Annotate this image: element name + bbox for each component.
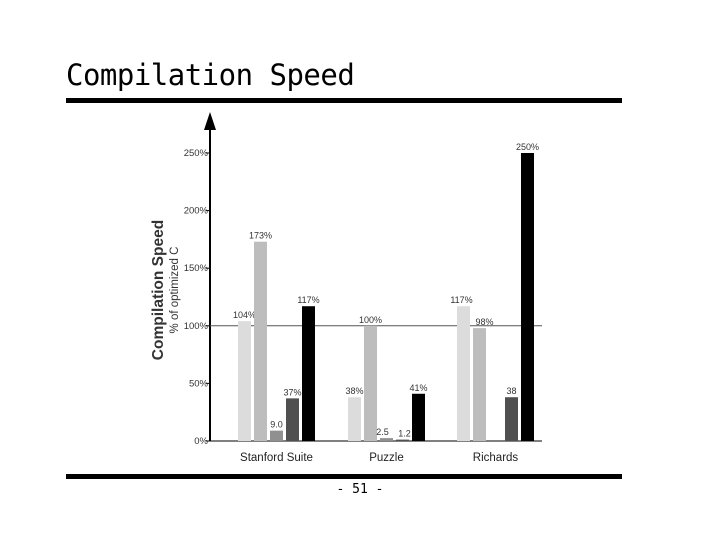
bar [238, 321, 251, 441]
y-tick-label: 150% [184, 263, 209, 274]
bar [396, 439, 409, 441]
bar-value-label: 117% [297, 295, 319, 305]
bar-value-label: 250% [516, 142, 539, 152]
bar [412, 393, 425, 441]
page-number: - 51 - [336, 482, 384, 497]
y-axis-title: Compilation Speed [150, 220, 167, 360]
footer-rule [66, 474, 622, 479]
x-category-label: Puzzle [369, 452, 404, 464]
title-rule [66, 98, 622, 103]
bar-value-label: 41% [409, 383, 427, 393]
bar-value-label: 100% [359, 315, 382, 325]
bar-value-label: 38% [345, 386, 363, 396]
bar [521, 153, 534, 441]
y-tick-label: 50% [189, 378, 209, 389]
y-axis-subtitle: % of optimized C [169, 247, 181, 334]
y-tick-label: 250% [184, 148, 209, 159]
bar [505, 397, 518, 441]
bar [270, 430, 283, 441]
y-tick-label: 200% [184, 206, 209, 217]
x-category-label: Richards [473, 452, 519, 464]
bar [302, 306, 315, 441]
bar-value-label: 98% [475, 317, 493, 327]
bar-value-label: 38 [506, 386, 516, 396]
y-tick-label: 100% [184, 321, 209, 332]
bar-value-label: 173% [249, 231, 272, 241]
bar [348, 397, 361, 441]
bar [457, 306, 470, 441]
x-category-label: Stanford Suite [240, 452, 313, 464]
bar [364, 325, 377, 441]
bar [473, 328, 486, 441]
bar-value-label: 117% [450, 295, 472, 305]
bar-value-label: 9.0 [270, 420, 283, 430]
bar-value-label: 1.2 [398, 429, 411, 439]
compilation-speed-chart: 0% 50% 100% 150% 200% 250% Compilation Speed% … [150, 112, 542, 464]
bar [380, 438, 393, 441]
bar [286, 398, 299, 441]
bar-value-label: 2.5 [376, 427, 389, 437]
y-axis-arrow [204, 112, 216, 130]
bar-value-label: 104% [233, 310, 256, 320]
bar [254, 241, 267, 441]
slide-title: Compilation Speed [66, 58, 355, 92]
y-tick-label: 0% [194, 436, 208, 447]
bar-value-label: 37% [283, 387, 301, 397]
